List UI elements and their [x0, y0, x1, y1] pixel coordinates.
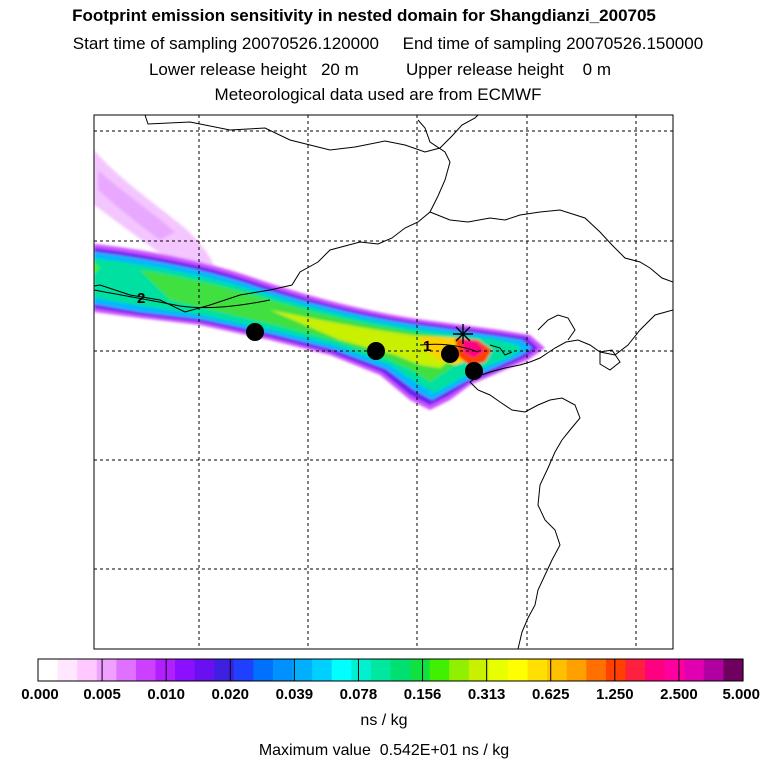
lat-lon-grid: [94, 115, 673, 649]
plume-layer-9: [462, 338, 484, 358]
cluster-points: [246, 323, 483, 380]
contour-label-1: 1: [423, 338, 431, 355]
plume-faint-upper: [94, 150, 215, 268]
plume-layer-6: [270, 310, 455, 368]
sampling-time-line: Start time of sampling 20070526.120000 E…: [72, 34, 704, 53]
cluster-point: [246, 323, 264, 341]
colorbar-unit: ns / kg: [360, 712, 408, 729]
release-height-line: Lower release height 20 m Upper release …: [148, 60, 612, 79]
maximum-value-label: Maximum value 0.542E+01 ns / kg: [258, 742, 510, 759]
plume-faint-upper-2: [98, 170, 175, 240]
cluster-point: [465, 362, 483, 380]
figure-title: Footprint emission sensitivity in nested…: [72, 6, 656, 25]
plume-tip-west: [94, 262, 100, 274]
met-data-line: Meteorological data used are from ECMWF: [214, 85, 542, 104]
coastlines-borders: [94, 115, 673, 649]
cluster-point: [441, 345, 459, 363]
contour-label-2: 2: [137, 290, 145, 307]
receptor-station-icon: [453, 324, 473, 344]
cluster-point: [367, 342, 385, 360]
map-frame: [93, 114, 674, 650]
